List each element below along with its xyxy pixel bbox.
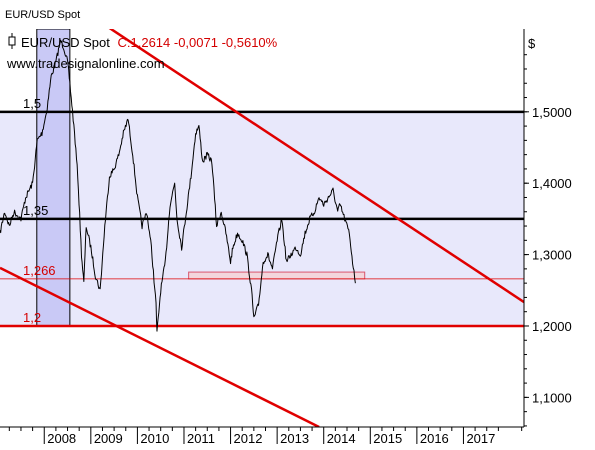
trendline-lower bbox=[0, 266, 320, 427]
legend: EUR/USD Spot C:1,2614 -0,0071 -0,5610% w… bbox=[6, 33, 278, 71]
y-tick-label-1: 1,2000 bbox=[532, 319, 572, 334]
level-label-3: 1,2 bbox=[23, 310, 41, 325]
x-tick-label-1: 2009 bbox=[94, 431, 123, 446]
trendlines bbox=[0, 29, 524, 427]
x-tick-label-2: 2010 bbox=[140, 431, 169, 446]
y-tick-label-3: 1,4000 bbox=[532, 176, 572, 191]
level-label-0: 1,5 bbox=[23, 96, 41, 111]
x-tick-label-9: 2017 bbox=[466, 431, 495, 446]
x-tick-label-3: 2011 bbox=[187, 431, 215, 446]
legend-candle-icon bbox=[8, 36, 16, 46]
x-tick-label-4: 2012 bbox=[234, 431, 263, 446]
x-axis: 2008 2009 2010 2011 2012 2013 2014 2015 2016 2017 bbox=[8, 427, 523, 446]
level-labels: 1,5 1,35 1,266 1,2 bbox=[23, 96, 56, 325]
level-label-1: 1,35 bbox=[23, 203, 48, 218]
y-tick-label-2: 1,3000 bbox=[532, 248, 572, 263]
x-tick-label-8: 2016 bbox=[420, 431, 449, 446]
x-tick-label-5: 2013 bbox=[280, 431, 309, 446]
legend-quote: C:1,2614 -0,0071 -0,5610% bbox=[118, 35, 278, 50]
level-lines bbox=[0, 110, 524, 328]
x-tick-label-6: 2014 bbox=[327, 431, 356, 446]
trendline-upper bbox=[108, 29, 524, 304]
support-box bbox=[188, 271, 366, 280]
x-tick-label-7: 2015 bbox=[373, 431, 402, 446]
y-axis: 1,1000 1,2000 1,3000 1,4000 1,5000 bbox=[524, 54, 572, 427]
y-tick-label-4: 1,5000 bbox=[532, 105, 572, 120]
x-tick-label-0: 2008 bbox=[47, 431, 76, 446]
y-tick-label-0: 1,1000 bbox=[532, 390, 572, 405]
price-series-line bbox=[0, 39, 356, 332]
window-title: EUR/USD Spot bbox=[5, 9, 81, 21]
legend-series-name: EUR/USD Spot bbox=[21, 35, 110, 50]
legend-title: EUR/USD Spot C:1,2614 -0,0071 -0,5610% bbox=[21, 35, 278, 50]
watermark-url: www.tradesignalonline.com bbox=[6, 56, 165, 71]
currency-label: $ bbox=[528, 36, 536, 51]
level-label-2: 1,266 bbox=[23, 263, 56, 278]
highlight-period bbox=[36, 29, 71, 327]
